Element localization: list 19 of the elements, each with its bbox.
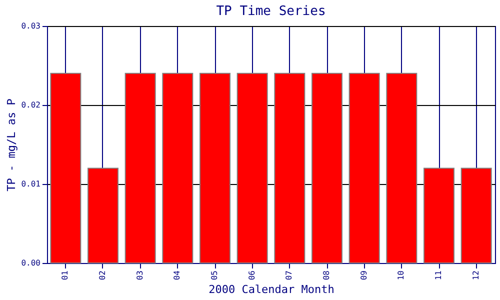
x-tick-label: 02 [98, 270, 107, 280]
y-axis-title: TP - mg/L as P [5, 98, 18, 192]
x-tick-label: 12 [471, 270, 480, 280]
y-tick-label: 0.02 [21, 100, 41, 110]
x-tick-label: 07 [284, 270, 294, 280]
x-tick-label: 06 [247, 270, 256, 280]
x-tick-label: 08 [322, 270, 331, 280]
x-tick-label: 01 [60, 270, 70, 280]
y-tick-label: 0.01 [21, 180, 41, 188]
x-tick-label: 03 [135, 270, 144, 280]
x-tick-label: 05 [210, 270, 219, 280]
x-tick-label: 11 [434, 270, 443, 280]
chart-title: TP Time Series [216, 4, 326, 19]
x-axis-title: 2000 Calendar Month [208, 283, 334, 296]
y-tick-label: 0.00 [21, 258, 41, 268]
x-tick-label: 04 [172, 270, 182, 280]
y-tick-label: 0.03 [21, 22, 41, 30]
x-tick-label: 10 [396, 270, 406, 280]
x-tick-label: 09 [359, 270, 368, 280]
